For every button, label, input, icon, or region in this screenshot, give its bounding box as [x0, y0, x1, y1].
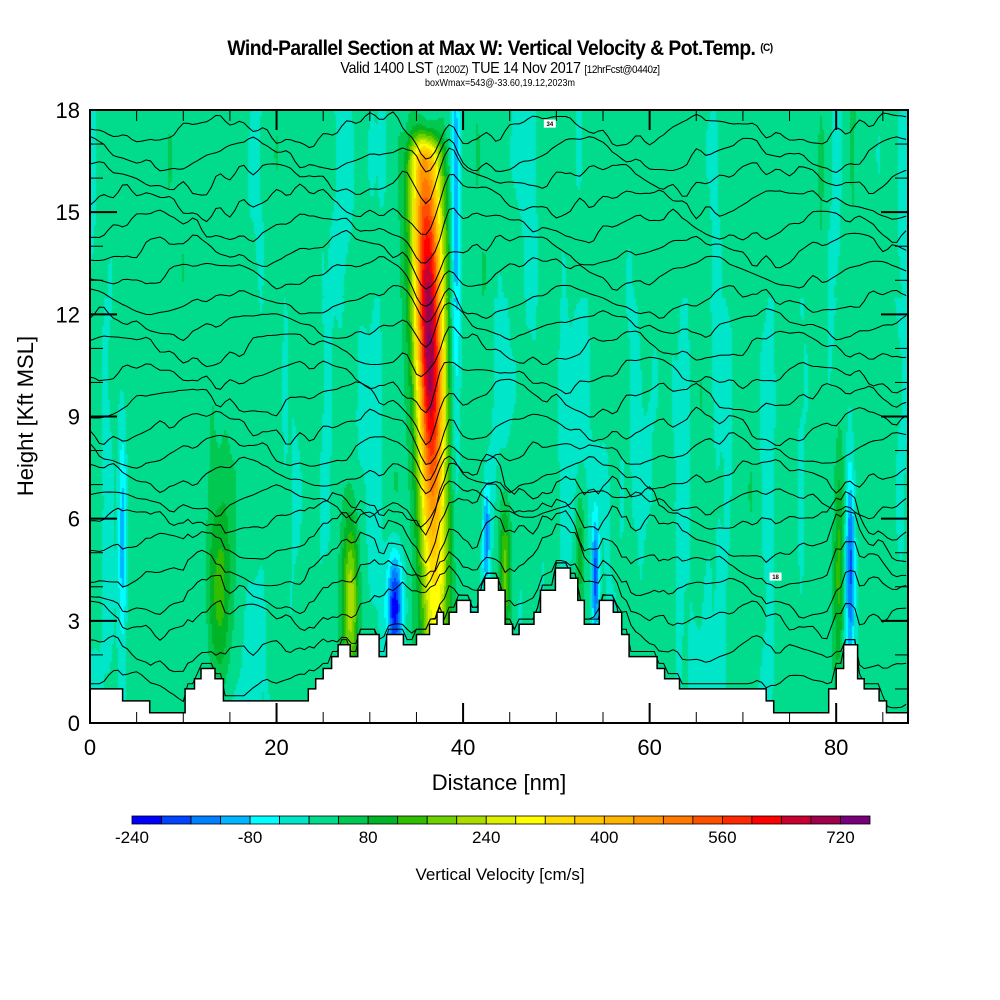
- colorbar-segment: [485, 815, 517, 825]
- colorbar-segment: [692, 815, 723, 825]
- colorbar-segment: [840, 815, 871, 825]
- theta-contour-line: [90, 207, 907, 264]
- colorbar-segment: [603, 815, 635, 825]
- theta-contour-line: [90, 356, 907, 414]
- colorbar-tick-label: 240: [472, 828, 500, 847]
- theta-contour-line: [90, 406, 907, 465]
- colorbar-segment: [456, 815, 487, 825]
- colorbar-segment: [574, 815, 605, 825]
- x-tick-label: 20: [264, 735, 288, 760]
- x-tick-label: 40: [451, 735, 475, 760]
- theta-contour-line: [90, 483, 907, 564]
- svg-text:34: 34: [546, 122, 553, 128]
- forecast-info: [12hrFcst@0440z]: [584, 64, 660, 76]
- colorbar-segment: [367, 815, 399, 825]
- valid-utc: (1200Z): [436, 64, 469, 76]
- y-axis-title: Height [Kft MSL]: [13, 336, 38, 496]
- theta-contour-line: [90, 510, 907, 589]
- axes: 0 20 40 60 80 0 3 6 9 12 15 18: [56, 98, 908, 760]
- colorbar-tick-label: 720: [826, 828, 854, 847]
- theta-contour-line: [90, 255, 907, 307]
- chart-title: Wind-Parallel Section at Max W: Vertical…: [227, 37, 773, 60]
- colorbar-tick-label: 560: [708, 828, 736, 847]
- valid-time: Valid 1400 LST: [340, 60, 433, 77]
- y-tick-label: 12: [56, 302, 80, 327]
- colorbar-tick-label: 400: [590, 828, 618, 847]
- colorbar-segment: [397, 815, 428, 825]
- colorbar: -240 -80 80 240 400 560 720: [115, 815, 871, 847]
- theta-contour-line: [90, 284, 907, 323]
- colorbar-segment: [338, 815, 369, 825]
- theta-contour-line: [90, 135, 907, 174]
- colorbar-segment: [308, 815, 340, 825]
- colorbar-tick-label: -80: [238, 828, 263, 847]
- x-tick-label: 60: [637, 735, 661, 760]
- x-tick-label: 80: [824, 735, 848, 760]
- colorbar-segment: [544, 815, 576, 825]
- terrain: [90, 567, 908, 723]
- theta-contour-line: [90, 147, 907, 205]
- colorbar-segment: [662, 815, 694, 825]
- colorbar-segment: [161, 815, 192, 825]
- contour-labels: 34 18: [543, 119, 782, 581]
- theta-contour-line: [90, 173, 907, 236]
- theta-contour-line: [90, 326, 907, 378]
- svg-text:18: 18: [772, 575, 779, 581]
- y-tick-label: 18: [56, 98, 80, 123]
- theta-contour-line: [90, 523, 907, 619]
- colorbar-segment: [633, 815, 664, 825]
- colorbar-segment: [426, 815, 458, 825]
- y-tick-label: 6: [68, 507, 80, 532]
- theta-contour-line: [90, 432, 907, 482]
- colorbar-segment: [781, 815, 812, 825]
- theta-contour-line: [90, 480, 907, 528]
- theta-contour-line: [90, 302, 907, 348]
- theta-contour-line: [90, 229, 907, 290]
- copyright-mark: (C): [760, 42, 773, 54]
- y-tick-label: 9: [68, 405, 80, 430]
- terrain-profile: [90, 567, 908, 723]
- y-tick-label: 3: [68, 609, 80, 634]
- colorbar-segment: [810, 815, 841, 825]
- chart-subtitle: Valid 1400 LST (1200Z) TUE 14 Nov 2017 […: [50, 60, 950, 78]
- colorbar-segment: [751, 815, 782, 825]
- colorbar-title: Vertical Velocity [cm/s]: [415, 865, 584, 884]
- theta-contour-line: [90, 453, 907, 541]
- y-tick-label: 15: [56, 200, 80, 225]
- colorbar-segment: [190, 815, 221, 825]
- colorbar-segment: [249, 815, 281, 825]
- valid-date: TUE 14 Nov 2017: [471, 60, 581, 77]
- box-wmax-info: boxWmax=543@-33.60,19.12,2023m: [425, 78, 575, 89]
- colorbar-segment: [722, 815, 753, 825]
- colorbar-tick-label: -240: [115, 828, 149, 847]
- contour-label: 18: [769, 572, 782, 581]
- colorbar-segment: [279, 815, 310, 825]
- theta-contour-line: [90, 111, 907, 160]
- colorbar-segment: [131, 815, 162, 825]
- theta-contour-line: [90, 455, 907, 495]
- theta-contour-line: [90, 378, 907, 446]
- y-tick-label: 0: [68, 711, 80, 736]
- contour-label: 34: [543, 119, 556, 128]
- x-axis-title: Distance [nm]: [432, 770, 567, 795]
- colorbar-segment: [515, 815, 546, 825]
- colorbar-tick-label: 80: [359, 828, 378, 847]
- x-tick-label: 0: [84, 735, 96, 760]
- colorbar-segment: [220, 815, 251, 825]
